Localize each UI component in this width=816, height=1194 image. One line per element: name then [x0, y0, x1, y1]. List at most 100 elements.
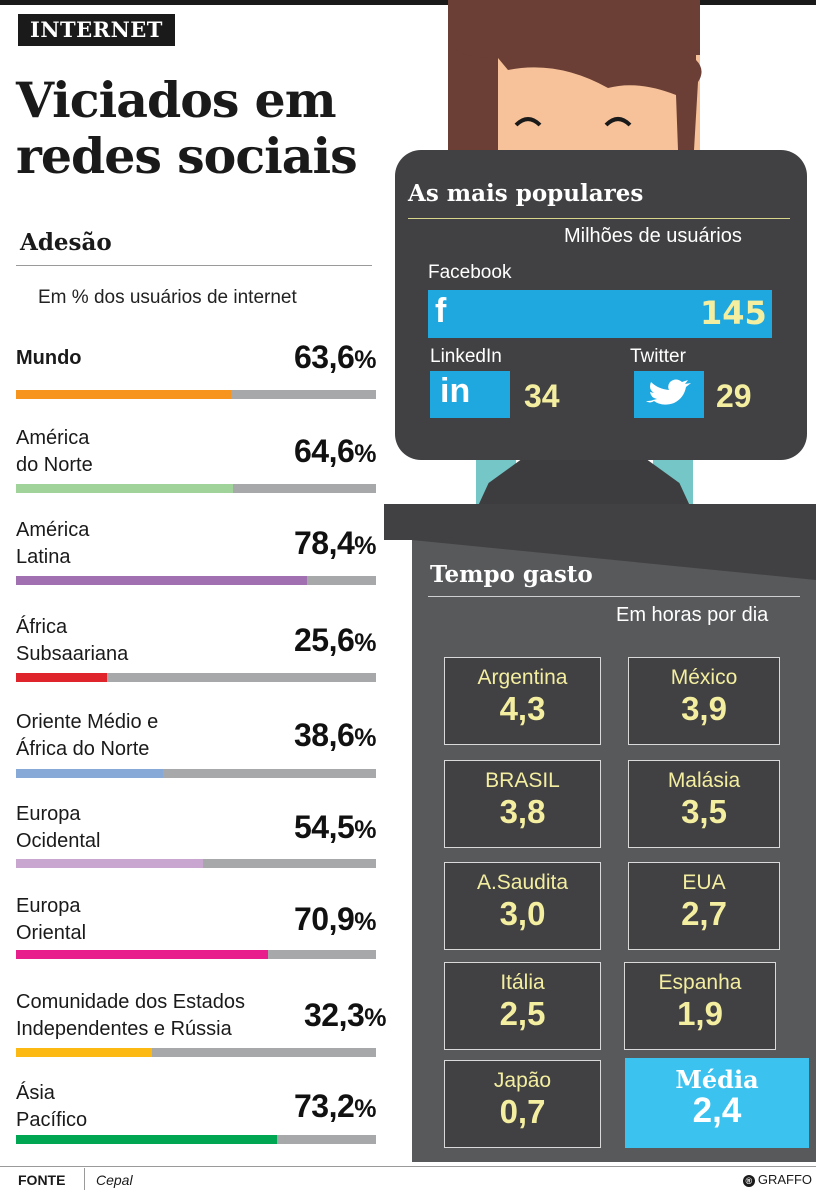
popular-title: As mais populares [408, 180, 644, 207]
source-label: FONTE [18, 1172, 66, 1188]
region-label-line1: Europa [16, 803, 81, 825]
registered-icon: ® [742, 1175, 755, 1187]
region-label: Europa Oriental [16, 893, 86, 947]
country-cell: A.Saudita 3,0 [444, 862, 601, 950]
country-name: Média [675, 1065, 759, 1094]
country-hours: 2,7 [681, 895, 727, 932]
region-value: 32,3% [304, 997, 387, 1034]
facebook-icon: f [435, 292, 447, 330]
country-cell: Itália 2,5 [444, 962, 601, 1050]
time-divider [428, 596, 800, 597]
region-bar-track [16, 1135, 376, 1144]
country-name: EUA [682, 871, 726, 894]
country-hours: 3,9 [681, 690, 727, 727]
facebook-label: Facebook [428, 262, 512, 283]
linkedin-icon: in [440, 372, 471, 410]
credit-name: GRAFFO [757, 1172, 812, 1187]
region-bar-fill [16, 950, 268, 959]
region-bar-track [16, 950, 376, 959]
country-name: Malásia [667, 769, 741, 792]
twitter-box [634, 371, 704, 418]
region-value-number: 64,6 [293, 433, 355, 469]
adesao-divider [16, 265, 372, 266]
region-bar-fill [16, 1048, 152, 1057]
region-value-number: 63,6 [293, 339, 355, 375]
linkedin-value: 34 [524, 378, 560, 414]
source-separator [84, 1168, 85, 1190]
region-bar-track [16, 390, 376, 399]
region-label-line2: Subsaariana [16, 643, 129, 665]
region-value-pct: % [354, 532, 376, 560]
region-label-line1: Oriente Médio e [16, 711, 159, 733]
region-label-line2: África do Norte [16, 738, 150, 760]
region-value-number: 38,6 [293, 717, 355, 753]
region-value-number: 70,9 [293, 901, 355, 937]
adesao-title: Adesão [20, 229, 112, 256]
region-label: Ásia Pacífico [16, 1080, 87, 1134]
twitter-value: 29 [716, 378, 752, 414]
region-label-line2: Pacífico [16, 1109, 88, 1131]
region-value-pct: % [354, 1095, 376, 1123]
facebook-bar [428, 290, 772, 338]
source-name: Cepal [96, 1172, 133, 1188]
region-bar-track [16, 484, 376, 493]
facebook-value: 145 [700, 294, 767, 332]
region-label: África Subsaariana [16, 614, 128, 668]
torso-illustration [478, 460, 690, 506]
region-bar-track [16, 1048, 376, 1057]
region-value: 73,2% [294, 1088, 377, 1125]
country-cell: México 3,9 [628, 657, 780, 745]
page-title: Viciados em redes sociais [16, 71, 358, 185]
region-bar-fill [16, 484, 233, 493]
country-hours: 4,3 [499, 690, 546, 727]
region-label: Mundo [16, 345, 82, 372]
region-label-line2: Ocidental [16, 830, 101, 852]
country-hours: 3,0 [499, 895, 546, 932]
country-hours: 0,7 [499, 1093, 546, 1130]
region-bar-fill [16, 673, 107, 682]
region-bar-fill [16, 1135, 277, 1144]
country-cell: Argentina 4,3 [444, 657, 601, 745]
region-bar-fill [16, 769, 163, 778]
country-name: A.Saudita [476, 871, 569, 894]
credit: ® GRAFFO [742, 1172, 812, 1187]
region-label: América Latina [16, 517, 89, 571]
country-name: Japão [493, 1069, 552, 1092]
region-bar-track [16, 673, 376, 682]
region-value-pct: % [354, 908, 376, 936]
country-cell: Japão 0,7 [444, 1060, 601, 1148]
country-hours: 2,4 [692, 1091, 742, 1130]
region-label: Europa Ocidental [16, 801, 101, 855]
average-cell: Média 2,4 [625, 1058, 809, 1148]
region-value: 78,4% [293, 525, 377, 562]
footer-rule [0, 1166, 816, 1167]
region-bar-track [16, 576, 376, 585]
region-value-number: 78,4 [293, 525, 355, 561]
region-value: 63,6% [293, 339, 377, 376]
region-label-line2: do Norte [16, 454, 93, 476]
region-bar-fill [16, 576, 307, 585]
region-bar-fill [16, 859, 203, 868]
region-label: América do Norte [16, 425, 93, 479]
region-label-line1: Comunidade dos Estados [16, 991, 246, 1013]
linkedin-label: LinkedIn [430, 346, 502, 367]
adesao-unit: Em % dos usuários de internet [38, 287, 297, 308]
time-unit: Em horas por dia [616, 604, 769, 626]
country-hours: 1,9 [677, 995, 723, 1032]
region-bar-track [16, 859, 376, 868]
region-value-pct: % [354, 816, 376, 844]
section-tag: INTERNET [18, 14, 175, 46]
country-cell: Espanha 1,9 [624, 962, 776, 1050]
region-value: 70,9% [293, 901, 377, 938]
region-value-number: 54,5 [293, 809, 355, 845]
region-label-line2: Latina [16, 546, 71, 568]
laptop-base-illustration [384, 504, 816, 540]
region-value-number: 25,6 [293, 622, 355, 658]
region-value-pct: % [354, 346, 376, 374]
region-label-line1: Mundo [16, 347, 82, 369]
country-hours: 2,5 [499, 995, 546, 1032]
linkedin-box [430, 371, 510, 418]
hair-shape-icon [448, 0, 702, 150]
region-label: Oriente Médio e África do Norte [16, 709, 158, 763]
twitter-label: Twitter [630, 346, 686, 367]
